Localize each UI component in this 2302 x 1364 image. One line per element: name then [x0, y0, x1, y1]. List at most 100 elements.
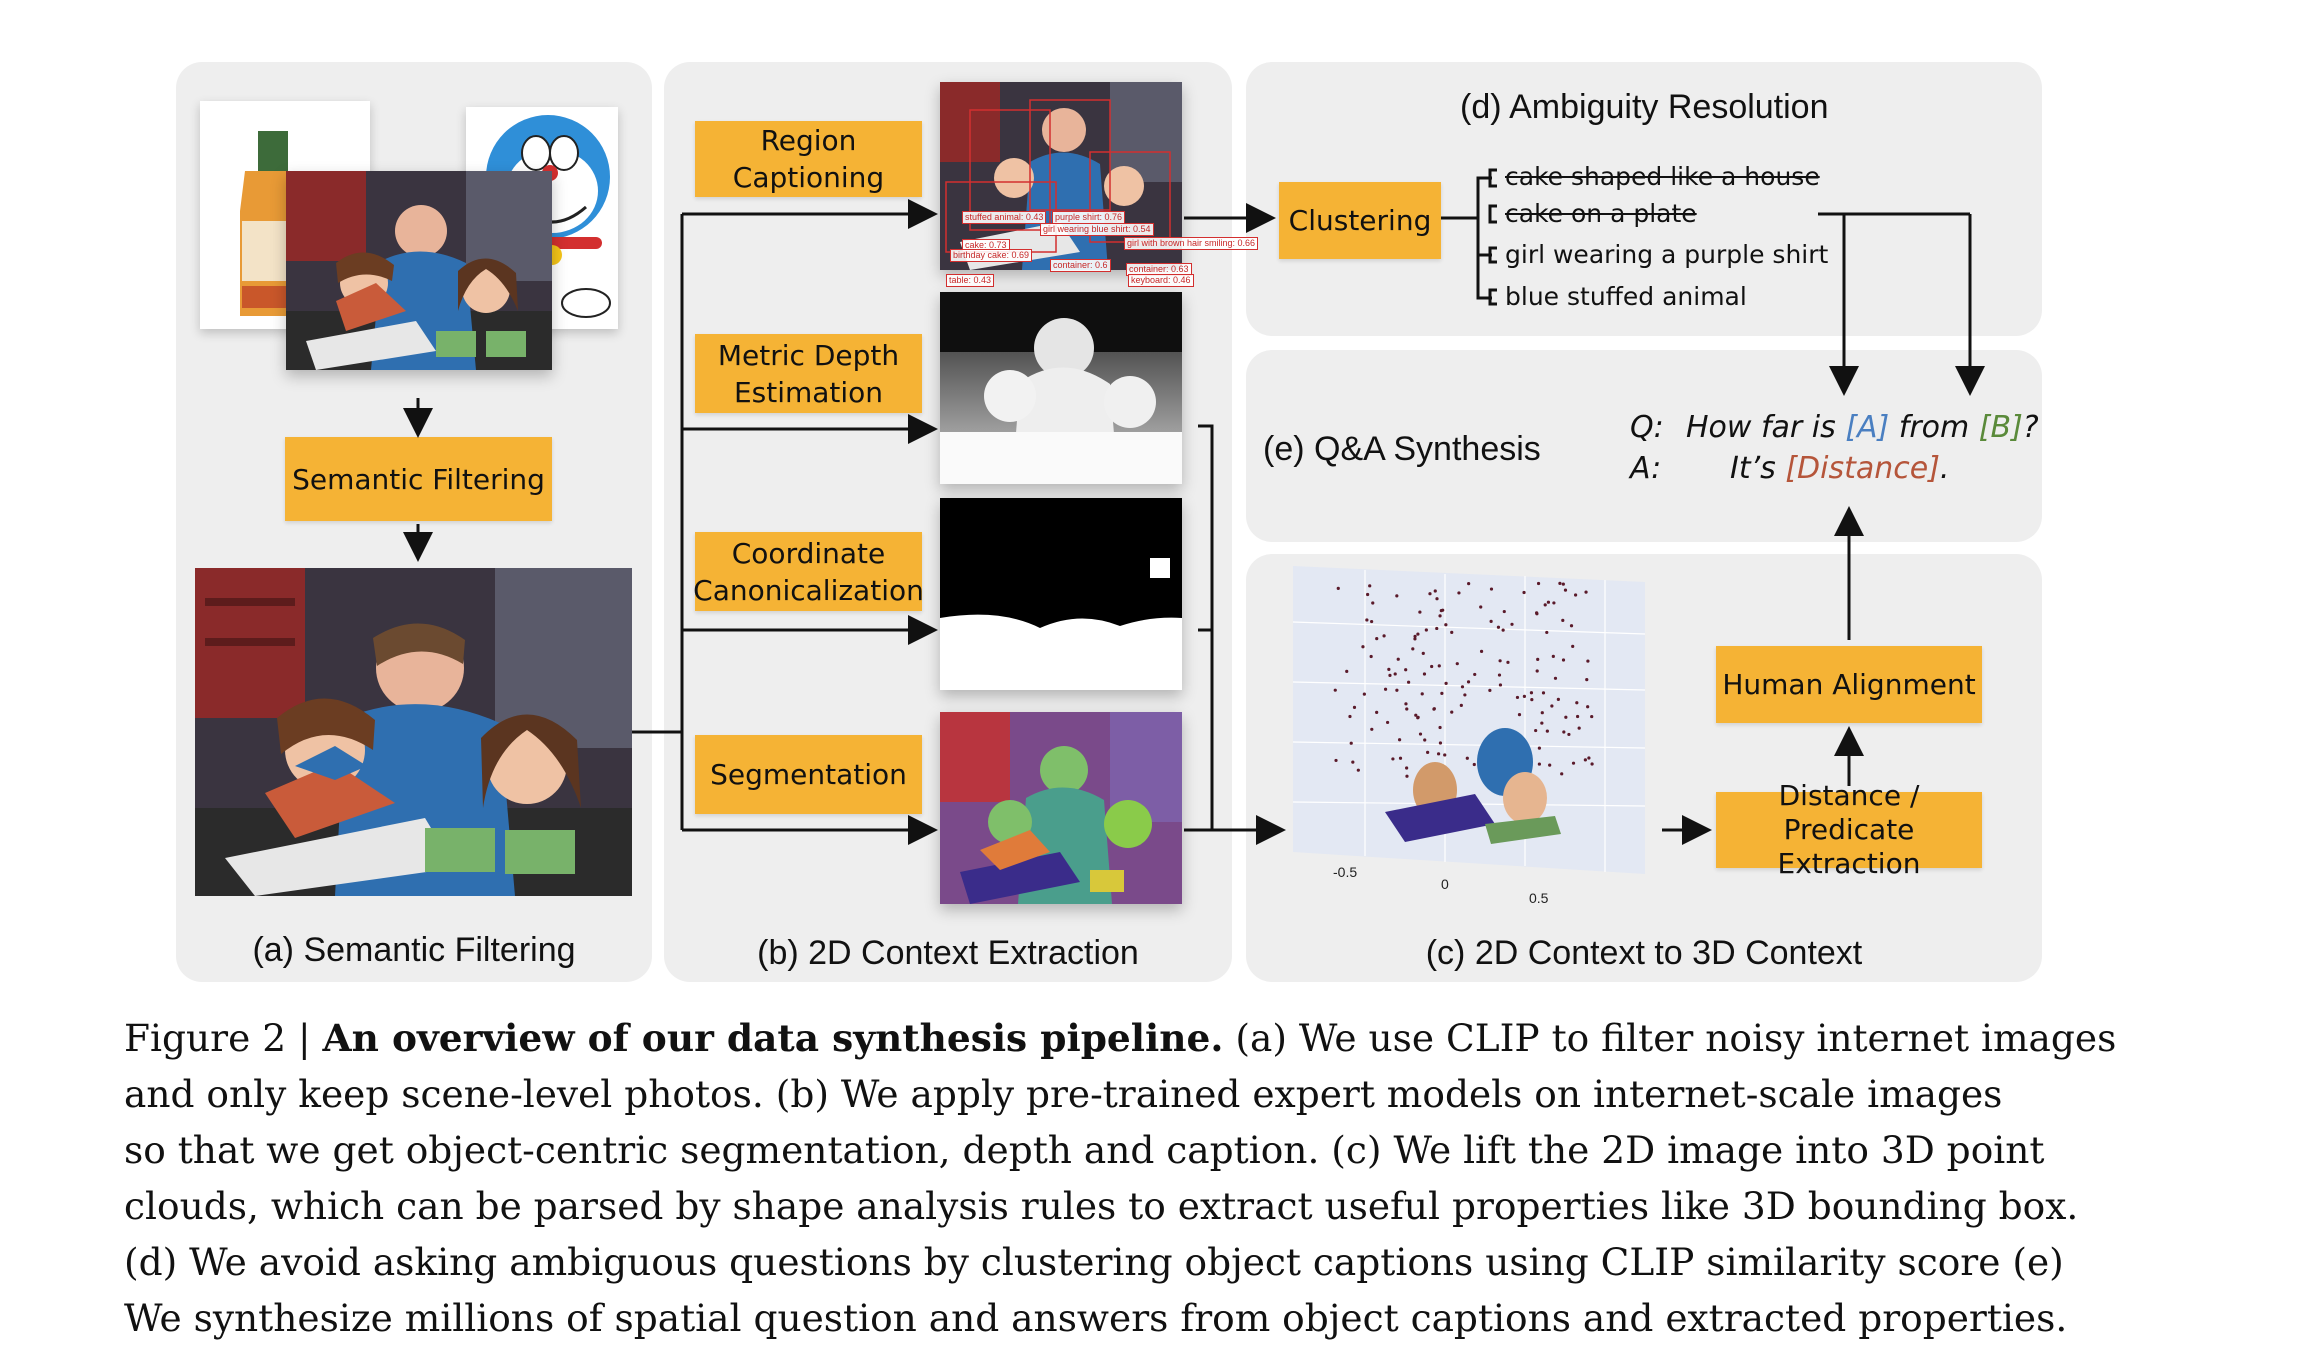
- caption-bold-title: An overview of our data synthesis pipeli…: [322, 1016, 1224, 1060]
- point-cloud-dot: [1352, 705, 1357, 709]
- point-cloud-dot: [1463, 693, 1467, 697]
- point-cloud-dot: [1435, 597, 1439, 601]
- panel-a-title: (a) Semantic Filtering: [252, 931, 576, 969]
- point-cloud-dot: [1435, 626, 1439, 631]
- point-cloud-dot: [1388, 673, 1392, 677]
- region-captioning-line1: Region: [760, 124, 857, 157]
- figure-caption: Figure 2 | An overview of our data synth…: [124, 1010, 2124, 1346]
- region-captioning-line2: Captioning: [732, 161, 885, 194]
- point-cloud-dot: [1466, 680, 1471, 684]
- point-cloud-dot: [1375, 710, 1379, 714]
- point-cloud-dot: [1590, 714, 1594, 719]
- segmentation-image: [940, 712, 1182, 904]
- answer-label: A:: [1630, 451, 1662, 486]
- panel-b-title: (b) 2D Context Extraction: [757, 934, 1139, 972]
- point-cloud-dot: [1387, 667, 1391, 671]
- point-cloud-dot: [1537, 762, 1541, 766]
- point-cloud-dot: [1546, 600, 1551, 604]
- point-cloud-dot: [1489, 619, 1493, 623]
- question-text-end: ?: [2022, 410, 2039, 445]
- point-cloud-dot: [1561, 582, 1565, 586]
- point-cloud-dot: [1411, 647, 1415, 651]
- metric-depth-line1: Metric Depth: [717, 338, 900, 372]
- detection-label: table: 0.43: [946, 274, 995, 287]
- point-cloud-dot: [1561, 658, 1566, 662]
- point-cloud-dot: [1444, 623, 1448, 627]
- caption-item: girl wearing a purple shirt: [1505, 240, 1829, 269]
- caption-prefix: Figure 2 |: [124, 1016, 323, 1060]
- point-cloud-dot: [1573, 593, 1578, 597]
- distance-predicate-line1: Distance / Predicate: [1778, 779, 1920, 846]
- caption-line: Figure 2 | An overview of our data synth…: [124, 1010, 2124, 1066]
- point-cloud-dot: [1404, 702, 1408, 706]
- point-cloud-dot: [1395, 688, 1399, 692]
- point-cloud-dot: [1534, 728, 1538, 733]
- canonicalization-mask-image: [940, 498, 1182, 690]
- point-cloud-dot: [1571, 644, 1575, 648]
- point-cloud-dot: [1562, 730, 1566, 734]
- kids-photo-candidate: [286, 171, 552, 370]
- point-cloud-dot: [1472, 762, 1476, 767]
- point-cloud-plot: -0.5 0 0.5: [1285, 562, 1655, 906]
- point-cloud-dot: [1437, 664, 1441, 668]
- point-cloud-dot: [1443, 753, 1447, 757]
- point-cloud-dot: [1548, 763, 1552, 767]
- point-cloud-dot: [1421, 651, 1425, 655]
- point-cloud-dot: [1587, 756, 1591, 760]
- point-cloud-dot: [1575, 714, 1580, 719]
- point-cloud-dot: [1438, 725, 1442, 730]
- clustering-box: Clustering: [1279, 182, 1441, 259]
- point-cloud-dot: [1436, 752, 1441, 756]
- point-cloud-dot: [1334, 758, 1338, 763]
- point-cloud-dot: [1413, 637, 1417, 641]
- point-cloud-dot: [1414, 713, 1418, 717]
- point-cloud-dot: [1383, 687, 1388, 691]
- point-cloud-dot: [1586, 705, 1590, 709]
- caption-line: and only keep scene-level photos. (b) We…: [124, 1072, 2003, 1116]
- panel-c-title: (c) 2D Context to 3D Context: [1425, 934, 1863, 972]
- point-cloud-dot: [1556, 697, 1560, 701]
- point-cloud-dot: [1551, 654, 1555, 658]
- point-cloud-dot: [1540, 721, 1544, 725]
- point-cloud-dot: [1479, 605, 1483, 609]
- point-cloud-dot: [1465, 756, 1469, 760]
- depth-map-image: [940, 292, 1182, 484]
- point-cloud-dot: [1488, 688, 1492, 692]
- point-cloud-dot: [1444, 681, 1448, 685]
- point-cloud-dot: [1561, 618, 1565, 622]
- point-cloud-dot: [1369, 654, 1373, 659]
- point-cloud-dot: [1416, 632, 1420, 636]
- point-cloud-dot: [1498, 659, 1502, 663]
- point-cloud-dot: [1370, 619, 1374, 624]
- point-cloud-dot: [1459, 703, 1463, 707]
- point-cloud-dot: [1535, 611, 1539, 615]
- point-cloud-dot: [1584, 590, 1588, 594]
- point-cloud-dot: [1371, 601, 1375, 605]
- question-text-pre: How far is: [1686, 410, 1846, 445]
- detection-label: girl with brown hair smiling: 0.66: [1124, 237, 1259, 250]
- point-cloud-dot: [1575, 701, 1579, 705]
- human-alignment-label: Human Alignment: [1722, 668, 1976, 701]
- question-label: Q:: [1630, 410, 1664, 445]
- point-cloud-dot: [1564, 715, 1568, 719]
- human-alignment-box: Human Alignment: [1716, 646, 1982, 723]
- point-cloud-dot: [1530, 698, 1534, 702]
- point-cloud-dot: [1515, 695, 1520, 700]
- point-cloud-dot: [1541, 691, 1546, 695]
- point-cloud-dot: [1586, 659, 1590, 663]
- point-cloud-dot: [1440, 691, 1444, 695]
- caption-line-rest: (a) We use CLIP to filter noisy internet…: [1223, 1016, 2117, 1060]
- point-cloud-dot: [1395, 594, 1399, 598]
- metric-depth-box: Metric Depth Estimation: [695, 334, 922, 413]
- point-cloud-dot: [1567, 732, 1571, 737]
- placeholder-b: [B]: [1978, 410, 2023, 445]
- point-cloud-dot: [1460, 685, 1465, 689]
- point-cloud-dot: [1428, 592, 1432, 596]
- point-cloud-dot: [1365, 618, 1369, 622]
- answer-text-pre: It’s: [1730, 451, 1786, 486]
- point-cloud-dot: [1536, 581, 1541, 586]
- point-cloud-dot: [1348, 714, 1352, 719]
- point-cloud-dot: [1535, 669, 1539, 673]
- filtered-kids-photo: [195, 568, 632, 896]
- placeholder-distance: [Distance]: [1785, 451, 1940, 486]
